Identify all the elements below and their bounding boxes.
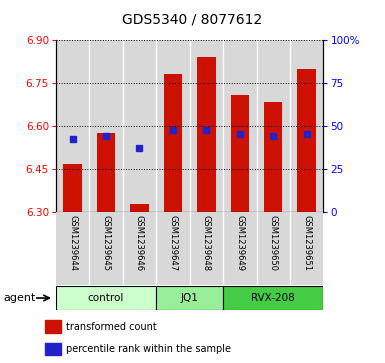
Text: GSM1239650: GSM1239650 — [269, 215, 278, 270]
Text: GSM1239644: GSM1239644 — [68, 215, 77, 270]
Text: GSM1239651: GSM1239651 — [302, 215, 311, 270]
Bar — [223, 40, 256, 212]
Bar — [156, 40, 189, 212]
Bar — [89, 40, 123, 212]
Bar — [97, 133, 115, 212]
Bar — [290, 212, 323, 285]
Text: transformed count: transformed count — [65, 322, 156, 332]
Text: GDS5340 / 8077612: GDS5340 / 8077612 — [122, 13, 263, 27]
Bar — [164, 74, 182, 212]
Bar — [45, 343, 60, 355]
Bar — [56, 286, 156, 310]
Bar — [45, 320, 60, 333]
Text: GSM1239648: GSM1239648 — [202, 215, 211, 271]
Bar — [197, 57, 216, 212]
Text: GSM1239645: GSM1239645 — [102, 215, 110, 270]
Text: percentile rank within the sample: percentile rank within the sample — [65, 344, 231, 354]
Text: RVX-208: RVX-208 — [251, 293, 295, 303]
Text: GSM1239646: GSM1239646 — [135, 215, 144, 271]
Text: control: control — [88, 293, 124, 303]
Bar — [298, 69, 316, 212]
Bar — [189, 40, 223, 212]
Bar — [123, 212, 156, 285]
Bar — [264, 102, 283, 212]
Bar — [290, 40, 323, 212]
Text: GSM1239647: GSM1239647 — [168, 215, 177, 271]
Bar — [123, 40, 156, 212]
Bar — [256, 40, 290, 212]
Bar — [56, 212, 89, 285]
Bar — [89, 212, 123, 285]
Text: GSM1239649: GSM1239649 — [235, 215, 244, 270]
Bar — [223, 286, 323, 310]
Bar — [130, 204, 149, 212]
Bar — [256, 212, 290, 285]
Bar — [156, 212, 189, 285]
Bar — [156, 286, 223, 310]
Bar — [64, 163, 82, 212]
Text: JQ1: JQ1 — [181, 293, 199, 303]
Text: agent: agent — [4, 293, 36, 303]
Bar — [223, 212, 256, 285]
Bar — [231, 94, 249, 212]
Bar — [189, 212, 223, 285]
Bar — [56, 40, 89, 212]
